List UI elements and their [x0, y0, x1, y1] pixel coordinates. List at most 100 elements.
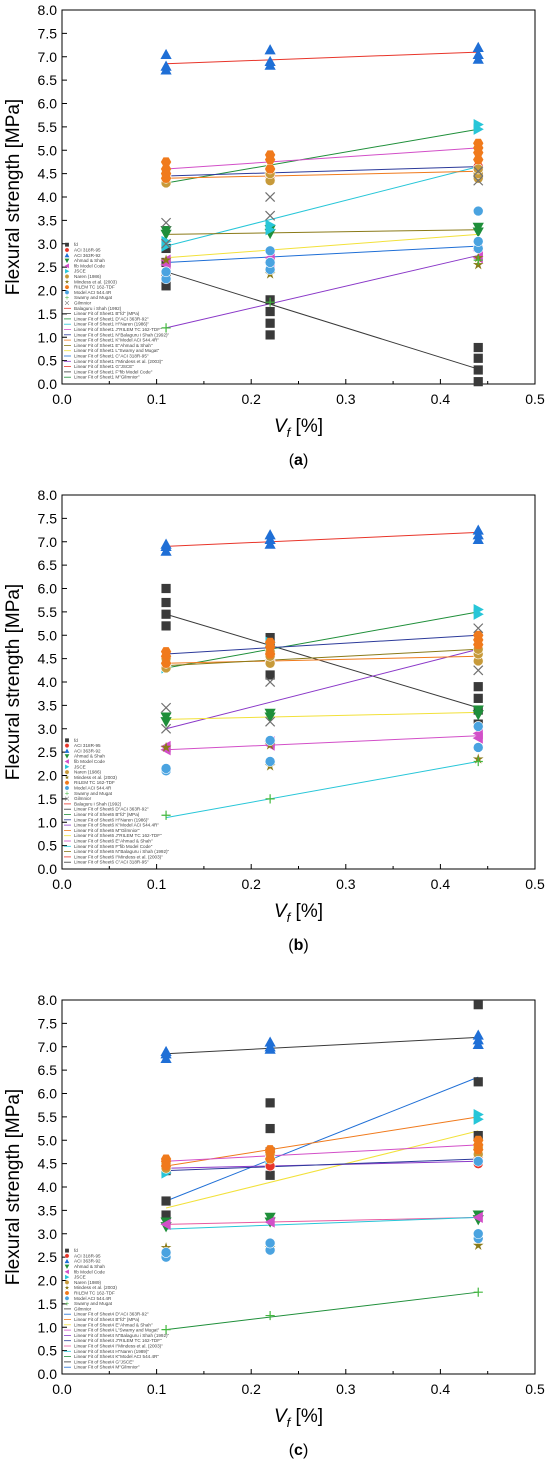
legend-swatch: [64, 759, 69, 764]
legend-item: RILEM TC 162-TDF: [64, 780, 115, 785]
legend-label: Linear Fit of Sheet4 K"Model ACI 544.4R": [74, 1354, 159, 1359]
legend-swatch: [64, 769, 70, 775]
panel-caption: (c): [289, 1442, 309, 1459]
legend-marker: [64, 759, 69, 764]
legend-swatch: [64, 743, 70, 748]
x-tick-label: 0.4: [431, 391, 451, 407]
legend-swatch: [64, 1253, 70, 1259]
legend-marker: [65, 1274, 70, 1280]
y-tick-label: 7.0: [38, 49, 58, 65]
y-tick-label: 0.5: [38, 838, 58, 854]
data-point: [264, 1216, 275, 1228]
data-point: [160, 164, 172, 174]
legend-swatch: [64, 274, 70, 279]
y-tick-label: 6.5: [38, 557, 58, 573]
legend-label: Linear Fit of Sheet4 B"fd" (MPa): [74, 1317, 140, 1322]
y-tick-label: 1.0: [38, 329, 58, 345]
legend-label: Linear Fit of Sheet6 F"fib Model Code": [74, 844, 153, 849]
legend-label: Balaguru i Shah (1992): [74, 306, 122, 311]
y-tick-label: 4.5: [38, 651, 58, 667]
legend-label: Linear Fit of Sheet4 G"JSCE": [74, 1359, 134, 1364]
legend-label: Linear Fit of Sheet4 D"ACI 363R-92": [74, 1312, 149, 1317]
legend-label: fib Model Code: [74, 263, 105, 268]
legend-item: Linear Fit of Sheet1 F"fib Model Code": [64, 369, 153, 374]
legend-item: Linear Fit of Sheet6 K"Model ACI 544.4R": [64, 823, 159, 828]
legend-marker: [64, 743, 70, 748]
legend-swatch: [65, 791, 69, 796]
data-point: [473, 1077, 483, 1087]
legend-label: Linear Fit of Sheet6 J"RILEM TC 162-TDF": [74, 833, 162, 838]
y-tick-label: 6.5: [38, 1062, 58, 1078]
legend-label: Gilmnior: [74, 301, 92, 306]
data-point: [264, 150, 276, 160]
legend-label: Linear Fit of Sheet4 I"Mindess et al. (2…: [74, 1344, 163, 1349]
legend-label: Linear Fit of Sheet1 L"Swamy and Mugat": [74, 348, 160, 353]
legend-marker: [65, 738, 69, 743]
fit-line: [166, 648, 479, 667]
legend-item: fib Model Code: [64, 1269, 105, 1274]
legend-swatch: [65, 268, 70, 274]
data-point: [265, 330, 275, 340]
legend-label: Linear Fit of Sheet4 H"Naren (1989)": [74, 1349, 149, 1354]
legend-label: Linear Fit of Sheet1 K"Model ACI 544.4R": [74, 338, 159, 343]
data-point: [472, 1228, 484, 1240]
legend-swatch: [64, 290, 70, 295]
fit-line: [165, 1130, 479, 1209]
data-point: [265, 632, 275, 643]
fit-line: [166, 1216, 479, 1230]
data-point: [161, 238, 172, 249]
legend-marker: [65, 295, 69, 300]
x-tick-label: 0.3: [336, 876, 356, 892]
data-point: [472, 236, 484, 247]
legend-item: Linear Fit of Sheet4 N"Balaguru i Shah (…: [64, 1333, 170, 1338]
fit-line: [166, 1144, 479, 1162]
legend-label: Model ACI 544.4R: [74, 786, 112, 791]
legend-item: Linear Fit of Sheet6 B"fd" (MPa): [64, 812, 140, 817]
data-point: [265, 1310, 275, 1321]
legend-swatch: [64, 1291, 70, 1295]
y-tick-label: 4.0: [38, 1179, 58, 1195]
fit-line: [166, 1216, 479, 1225]
legend-marker: [64, 754, 70, 759]
legend-label: Linear Fit of Sheet1 J"RILEM TC 162-TDF": [74, 327, 162, 332]
legend-item: Linear Fit of Sheet1 H"Naren (1986)": [64, 322, 149, 327]
y-tick-label: 7.5: [38, 1015, 58, 1031]
y-tick-label: 4.5: [38, 166, 58, 182]
data-point: [160, 1247, 172, 1258]
y-tick-label: 6.0: [38, 96, 58, 112]
legend-marker: [64, 1291, 70, 1295]
legend-item: Mindess et al. (2003): [64, 1285, 117, 1290]
legend-marker: [64, 748, 70, 753]
y-tick-label: 1.5: [38, 791, 58, 807]
y-tick-label: 3.5: [38, 697, 58, 713]
y-tick-label: 7.5: [38, 25, 58, 41]
data-point: [160, 741, 172, 752]
data-point: [265, 306, 275, 317]
legend-item: Model ACI 544.4R: [64, 1296, 112, 1301]
legend-item: Linear Fit of Sheet1 J"RILEM TC 162-TDF": [64, 327, 162, 332]
data-point: [160, 157, 172, 167]
legend-label: Linear Fit of Sheet1 I"Mindess et al. (2…: [74, 359, 163, 364]
legend-swatch: [64, 1285, 70, 1290]
x-tick-label: 0.3: [336, 1381, 356, 1397]
fit-line: [165, 1076, 479, 1202]
data-point: [265, 1098, 275, 1108]
data-point: [473, 665, 484, 676]
legend-item: Balaguru i Shah (1992): [64, 801, 122, 806]
legend-item: Linear Fit of Sheet6 E"Ahmad & Shah": [64, 839, 153, 844]
data-point: [472, 163, 484, 175]
legend-item: fd: [65, 738, 78, 743]
legend-label: Naren (1986): [74, 274, 102, 279]
legend-item: Linear Fit of Sheet1 B"fd" (MPa): [64, 311, 140, 316]
data-point: [161, 810, 171, 820]
legend-label: ACI 363R-92: [74, 253, 101, 258]
data-point: [473, 166, 484, 177]
y-tick-label: 5.5: [38, 1109, 58, 1125]
legend-item: Linear Fit of Sheet4 D"ACI 363R-92": [64, 1312, 149, 1317]
legend-label: fd: [74, 1248, 78, 1253]
legend-label: Linear Fit of Sheet1 G"JSCE": [74, 364, 134, 369]
legend-marker: [64, 1253, 70, 1259]
legend-item: Linear Fit of Sheet1 K"Model ACI 544.4R": [64, 338, 159, 343]
legend-item: Ahmad & Shah: [64, 754, 105, 759]
data-point: [265, 297, 275, 307]
